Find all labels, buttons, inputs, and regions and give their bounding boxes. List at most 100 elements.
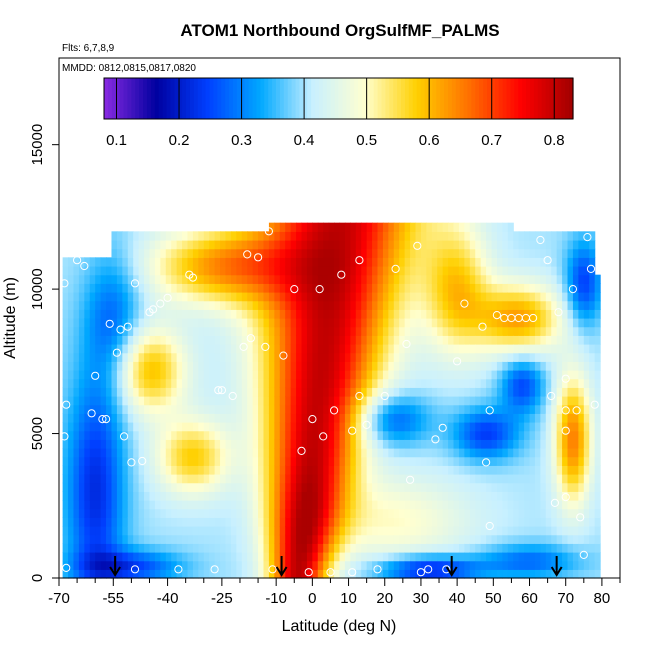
heatmap-cell [410,378,417,388]
heatmap-cell [415,240,422,250]
heatmap-cell [122,370,129,380]
heatmap-cell [138,378,145,388]
heatmap-cell [556,326,563,336]
heatmap-cell [84,335,91,345]
heatmap-cell [274,482,281,492]
heatmap-cell [225,500,232,510]
heatmap-cell [583,474,590,484]
heatmap-cell [567,257,574,267]
heatmap-cell [534,508,541,518]
heatmap-cell [176,569,183,579]
heatmap-cell [496,552,503,562]
heatmap-cell [420,326,427,336]
heatmap-cell [366,482,373,492]
heatmap-cell [496,231,503,241]
heatmap-cell [551,552,558,562]
heatmap-cell [453,361,460,371]
heatmap-cell [578,482,585,492]
heatmap-cell [301,318,308,328]
heatmap-cell [442,456,449,466]
heatmap-cell [133,456,140,466]
heatmap-cell [301,526,308,536]
heatmap-cell [328,569,335,579]
heatmap-cell [290,300,297,310]
heatmap-cell [475,344,482,354]
heatmap-cell [225,439,232,449]
heatmap-cell [306,534,313,544]
heatmap-cell [382,222,389,232]
heatmap-cell [545,422,552,432]
heatmap-cell [562,491,569,501]
heatmap-cell [464,500,471,510]
heatmap-cell [296,387,303,397]
heatmap-cell [274,378,281,388]
heatmap-cell [84,526,91,536]
heatmap-cell [317,508,324,518]
heatmap-cell [377,413,384,423]
heatmap-cell [372,378,379,388]
heatmap-cell [225,274,232,284]
colorbar-segment [225,78,230,119]
heatmap-cell [420,352,427,362]
heatmap-cell [198,326,205,336]
heatmap-cell [165,422,172,432]
heatmap-cell [290,552,297,562]
heatmap-cell [458,326,465,336]
heatmap-cell [518,508,525,518]
heatmap-cell [106,569,113,579]
heatmap-cell [339,326,346,336]
heatmap-cell [486,326,493,336]
heatmap-cell [377,560,384,570]
heatmap-cell [475,370,482,380]
heatmap-cell [203,552,210,562]
heatmap-cell [268,396,275,406]
heatmap-cell [556,404,563,414]
heatmap-cell [323,552,330,562]
heatmap-cell [78,326,85,336]
heatmap-cell [431,266,438,276]
heatmap-cell [241,344,248,354]
heatmap-cell [388,508,395,518]
colorbar-segment [490,78,496,119]
heatmap-cell [171,430,178,440]
heatmap-cell [182,361,189,371]
heatmap-cell [312,404,319,414]
heatmap-cell [133,422,140,432]
heatmap-cell [491,396,498,406]
heatmap-cell [583,378,590,388]
heatmap-cell [133,508,140,518]
heatmap-cell [323,508,330,518]
heatmap-cell [388,240,395,250]
heatmap-cell [328,500,335,510]
heatmap-cell [496,361,503,371]
colorbar-segment [326,78,332,119]
heatmap-cell [513,266,520,276]
heatmap-cell [78,482,85,492]
heatmap-cell [236,500,243,510]
heatmap-cell [127,517,134,527]
heatmap-cell [562,335,569,345]
heatmap-cell [567,318,574,328]
heatmap-cell [426,465,433,475]
heatmap-cell [78,318,85,328]
heatmap-cell [420,231,427,241]
heatmap-cell [328,248,335,258]
heatmap-cell [448,292,455,302]
heatmap-cell [437,543,444,553]
heatmap-cell [214,378,221,388]
heatmap-cell [583,370,590,380]
heatmap-cell [344,508,351,518]
heatmap-cell [551,274,558,284]
heatmap-cell [285,292,292,302]
heatmap-cell [279,517,286,527]
heatmap-cell [404,283,411,293]
heatmap-cell [442,292,449,302]
heatmap-cell [578,240,585,250]
heatmap-cell [296,534,303,544]
heatmap-cell [529,439,536,449]
heatmap-cell [160,552,167,562]
heatmap-cell [426,361,433,371]
heatmap-cell [209,352,216,362]
heatmap-cell [420,283,427,293]
heatmap-cell [236,465,243,475]
